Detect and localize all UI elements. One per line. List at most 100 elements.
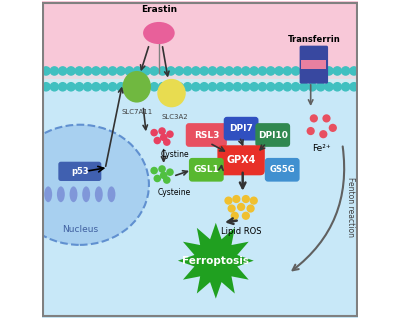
Circle shape xyxy=(150,67,158,75)
Circle shape xyxy=(342,67,350,75)
Circle shape xyxy=(192,83,200,91)
Circle shape xyxy=(306,127,315,135)
Circle shape xyxy=(184,67,192,75)
Circle shape xyxy=(50,83,58,91)
Circle shape xyxy=(67,67,75,75)
Circle shape xyxy=(166,168,174,176)
Circle shape xyxy=(142,83,150,91)
Circle shape xyxy=(310,114,318,122)
Circle shape xyxy=(150,167,158,174)
Circle shape xyxy=(283,67,292,75)
Circle shape xyxy=(167,67,175,75)
Circle shape xyxy=(224,197,232,205)
Circle shape xyxy=(267,67,275,75)
Bar xyxy=(301,60,326,69)
Polygon shape xyxy=(178,223,254,299)
Circle shape xyxy=(225,67,233,75)
Circle shape xyxy=(158,67,167,75)
Ellipse shape xyxy=(95,186,103,202)
Ellipse shape xyxy=(82,186,90,202)
Circle shape xyxy=(258,67,266,75)
Text: DPI10: DPI10 xyxy=(258,131,288,140)
Circle shape xyxy=(325,83,333,91)
FancyArrowPatch shape xyxy=(293,146,344,270)
Circle shape xyxy=(333,67,342,75)
FancyBboxPatch shape xyxy=(265,158,300,182)
Circle shape xyxy=(275,67,283,75)
Circle shape xyxy=(283,83,292,91)
Circle shape xyxy=(237,203,245,211)
Circle shape xyxy=(275,83,283,91)
Circle shape xyxy=(84,83,92,91)
Circle shape xyxy=(142,67,150,75)
Text: RSL3: RSL3 xyxy=(194,131,219,140)
Circle shape xyxy=(158,127,166,135)
Circle shape xyxy=(117,83,125,91)
Ellipse shape xyxy=(70,186,78,202)
Circle shape xyxy=(108,83,117,91)
Ellipse shape xyxy=(143,22,175,44)
Circle shape xyxy=(134,67,142,75)
Circle shape xyxy=(292,67,300,75)
Circle shape xyxy=(160,134,168,141)
Circle shape xyxy=(233,67,242,75)
Text: Ferroptosis: Ferroptosis xyxy=(182,256,249,266)
Ellipse shape xyxy=(57,186,65,202)
Circle shape xyxy=(150,83,158,91)
Ellipse shape xyxy=(122,71,151,103)
Text: Nucleus: Nucleus xyxy=(62,225,98,234)
Circle shape xyxy=(58,83,67,91)
Circle shape xyxy=(100,83,108,91)
FancyBboxPatch shape xyxy=(58,162,101,181)
Circle shape xyxy=(192,67,200,75)
Circle shape xyxy=(158,165,166,173)
Circle shape xyxy=(108,67,117,75)
Text: Lipid ROS: Lipid ROS xyxy=(221,227,261,236)
Ellipse shape xyxy=(11,125,149,245)
Text: Erastin: Erastin xyxy=(141,5,177,14)
Circle shape xyxy=(316,67,325,75)
Circle shape xyxy=(42,83,50,91)
Circle shape xyxy=(125,83,133,91)
Bar xyxy=(42,1,358,79)
Ellipse shape xyxy=(108,186,116,202)
Circle shape xyxy=(50,67,58,75)
Text: SLC3A2: SLC3A2 xyxy=(161,114,188,120)
Circle shape xyxy=(125,67,133,75)
Text: GS5G: GS5G xyxy=(270,166,295,174)
Circle shape xyxy=(67,83,75,91)
Bar xyxy=(42,71,358,87)
Circle shape xyxy=(154,175,161,182)
Circle shape xyxy=(300,83,308,91)
Circle shape xyxy=(250,83,258,91)
Text: Fe²⁺: Fe²⁺ xyxy=(312,144,331,153)
Circle shape xyxy=(163,138,170,146)
Circle shape xyxy=(158,83,167,91)
Circle shape xyxy=(228,204,236,213)
Circle shape xyxy=(217,67,225,75)
Text: Fenton reaction: Fenton reaction xyxy=(346,177,355,237)
Circle shape xyxy=(258,83,266,91)
Circle shape xyxy=(267,83,275,91)
Circle shape xyxy=(308,83,316,91)
Circle shape xyxy=(333,83,342,91)
Circle shape xyxy=(58,67,67,75)
Text: p53: p53 xyxy=(71,167,89,176)
Circle shape xyxy=(329,124,337,132)
Circle shape xyxy=(208,67,216,75)
Circle shape xyxy=(322,114,330,122)
Ellipse shape xyxy=(44,186,52,202)
Circle shape xyxy=(92,83,100,91)
Circle shape xyxy=(163,176,170,184)
Circle shape xyxy=(319,130,328,138)
Circle shape xyxy=(75,83,84,91)
FancyBboxPatch shape xyxy=(186,123,227,147)
FancyBboxPatch shape xyxy=(255,123,290,147)
Circle shape xyxy=(117,67,125,75)
Circle shape xyxy=(200,67,208,75)
Text: GPX4: GPX4 xyxy=(226,155,256,166)
Circle shape xyxy=(92,67,100,75)
Circle shape xyxy=(350,67,358,75)
Circle shape xyxy=(75,67,84,75)
Circle shape xyxy=(350,83,358,91)
